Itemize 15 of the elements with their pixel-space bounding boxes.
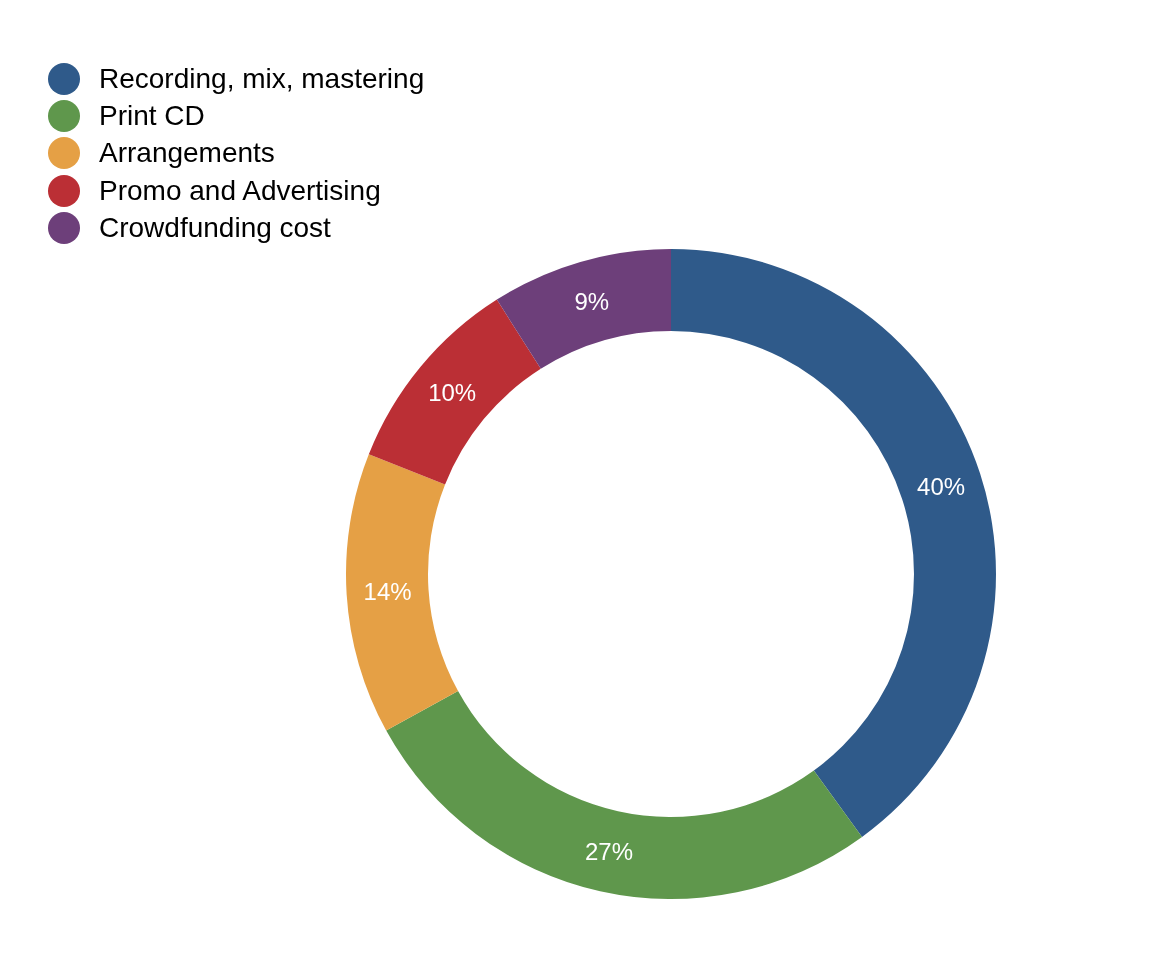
legend-label: Promo and Advertising — [99, 174, 381, 207]
legend-label: Arrangements — [99, 137, 275, 170]
data-label: 27% — [585, 837, 634, 865]
donut-slice — [346, 454, 459, 731]
donut-slice — [671, 249, 996, 837]
data-label: 40% — [917, 472, 966, 500]
data-label: 14% — [363, 578, 412, 606]
legend-label: Print CD — [99, 99, 205, 132]
data-label: 10% — [428, 379, 477, 407]
donut-slice — [496, 249, 671, 369]
data-label: 9% — [574, 287, 610, 315]
donut-slice — [368, 299, 541, 485]
legend-label: Recording, mix, mastering — [99, 62, 425, 95]
legend-label: Crowdfunding cost — [99, 211, 331, 244]
donut-slice — [386, 691, 863, 899]
